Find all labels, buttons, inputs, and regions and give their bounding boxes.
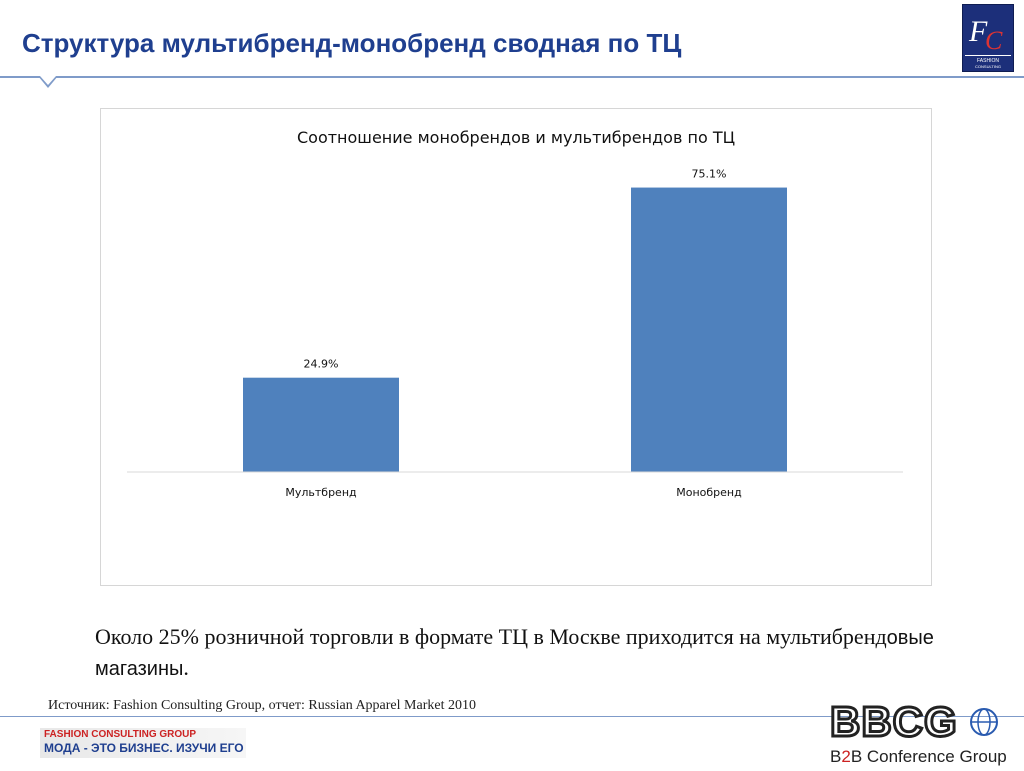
summary-part-serif: Около 25% розничной торговли в формате Т…: [95, 624, 887, 649]
bar-chart: Соотношение монобрендов и мультибрендов …: [127, 128, 903, 499]
x-tick-label-2: Монобренд: [676, 486, 742, 499]
bar-2: [631, 187, 787, 472]
brand-slogan: МОДА - ЭТО БИЗНЕС. ИЗУЧИ ЕГО: [44, 741, 244, 755]
fc-monogram-icon: F C FASHION CONSULTING: [965, 15, 1011, 69]
svg-text:F: F: [968, 15, 988, 48]
bar-value-label-1: 24.9%: [304, 358, 339, 371]
summary-part-sans: овые магазины: [95, 627, 934, 680]
bbcg-2: 2: [841, 747, 850, 766]
bar-value-label-2: 75.1%: [692, 168, 727, 181]
fashion-consulting-logo: F C FASHION CONSULTING: [962, 4, 1014, 72]
bbcg-rest: B Conference Group: [851, 747, 1007, 766]
fcg-footer-brand: FASHION CONSULTING GROUP МОДА - ЭТО БИЗН…: [40, 728, 246, 758]
bar-1: [243, 377, 399, 472]
x-tick-label-1: Мультбренд: [285, 486, 357, 499]
bbcg-globe-icon: BBCG B2B Conference Group: [829, 697, 1007, 767]
bbcg-logo: BBCG B2B Conference Group: [828, 697, 1016, 767]
header-divider: [0, 76, 1024, 78]
chart-title: Соотношение монобрендов и мультибрендов …: [297, 128, 735, 147]
chart-area: Соотношение монобрендов и мультибрендов …: [100, 108, 932, 586]
svg-text:B2B Conference Group: B2B Conference Group: [830, 747, 1007, 766]
bbcg-b: B: [830, 747, 841, 766]
summary-part-end: .: [183, 655, 189, 680]
svg-text:CONSULTING: CONSULTING: [975, 64, 1001, 69]
footer-divider: [0, 716, 1024, 717]
header-notch-inner: [40, 76, 56, 85]
bbcg-wordmark: BBCG: [830, 700, 958, 745]
summary-text: Около 25% розничной торговли в формате Т…: [95, 622, 955, 684]
page-title: Структура мультибренд-монобренд сводная …: [22, 28, 682, 58]
svg-text:FASHION: FASHION: [977, 58, 999, 64]
source-note: Источник: Fashion Consulting Group, отче…: [48, 698, 476, 713]
brand-name: FASHION CONSULTING GROUP: [44, 729, 197, 740]
svg-text:C: C: [985, 26, 1003, 55]
